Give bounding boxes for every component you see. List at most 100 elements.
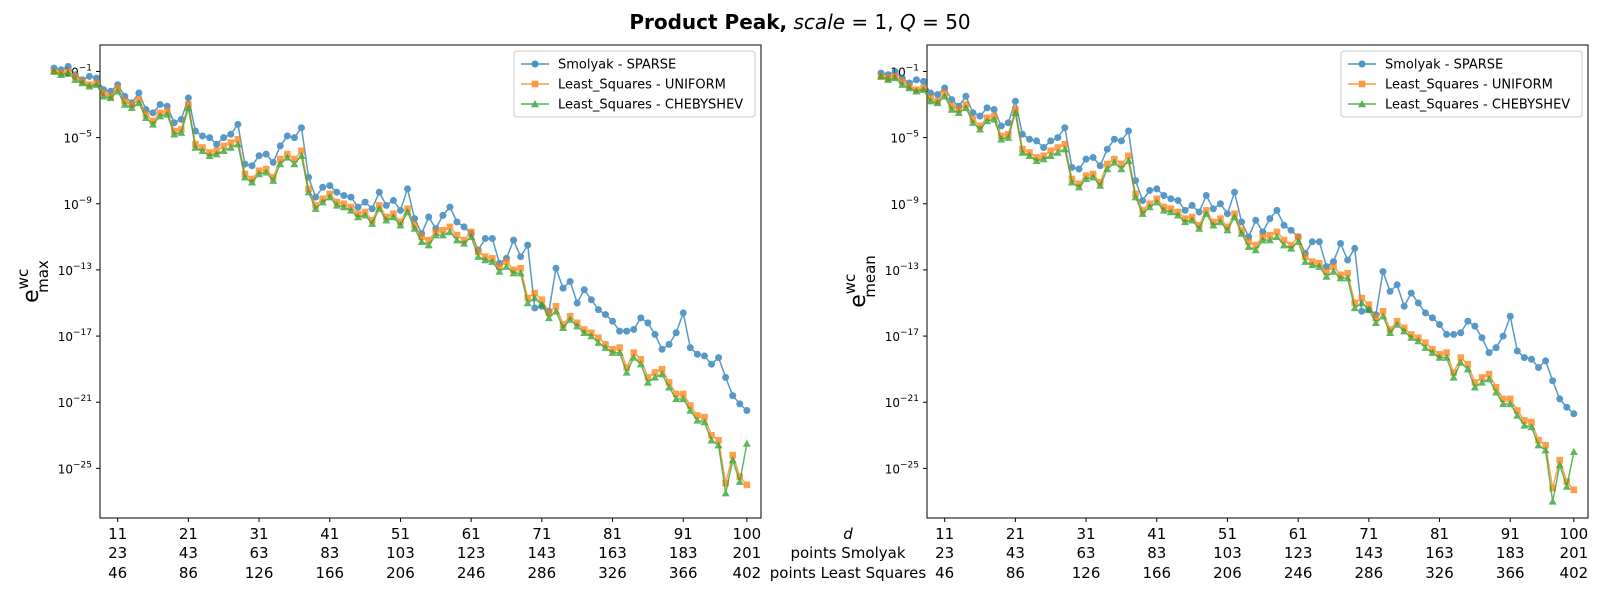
data-point [1485,370,1493,378]
legend: Smolyak - SPARSE Least_Squares - UNIFORM L… [513,50,756,118]
legend-marker [1358,80,1366,88]
y-tick-label: 10−25 [885,460,919,476]
data-point [1096,181,1105,189]
data-point [1323,268,1330,275]
data-point [311,204,320,212]
legend-label: Least_Squares - CHEBYSHEV [1385,98,1570,113]
data-point [1308,260,1317,269]
data-point [368,205,376,213]
legend-entry-smolyak [1348,60,1376,68]
data-point [573,299,581,307]
data-point [1287,244,1296,252]
x-tick-label-smolyak: 183 [669,544,698,562]
data-point [503,258,510,265]
data-point [1386,328,1395,336]
data-point [1082,155,1090,163]
data-point [361,211,370,219]
data-point [234,135,242,143]
data-point [1357,299,1366,307]
x-row-labels: d points Smolyak points Least Squares [770,525,927,582]
data-point [1421,309,1429,317]
data-point [1499,395,1507,403]
data-point [1436,321,1444,328]
data-point [1060,145,1069,153]
data-point [1386,287,1394,295]
data-point [1273,206,1281,214]
data-point [997,135,1006,143]
data-point [1054,144,1062,151]
data-point [742,439,751,447]
data-point [149,120,158,128]
data-point [1407,333,1416,341]
x-tick-label-d: 51 [1218,525,1237,543]
data-point [1563,478,1571,485]
data-point [524,294,532,302]
data-point [1124,156,1133,164]
data-point [1011,97,1019,105]
data-point [743,481,751,489]
data-point [120,100,129,108]
data-point [312,193,320,201]
data-point [608,348,617,356]
data-point [1407,289,1415,297]
data-point [729,392,737,400]
data-point [460,223,468,231]
data-point [1457,354,1465,361]
data-point [1457,329,1465,337]
x-tick-label-d: 71 [1359,525,1378,543]
data-point [954,108,963,117]
data-point [538,296,546,303]
data-point [99,92,108,100]
data-point [1131,193,1140,201]
data-point [665,383,674,391]
data-point [1061,140,1069,148]
data-point [1138,209,1147,217]
data-point [389,196,397,204]
x-tick-label-smolyak: 63 [1077,544,1096,562]
y-tick-label: 10−17 [885,328,919,344]
data-point [1216,217,1225,226]
data-point [453,236,462,244]
data-point [615,348,624,356]
data-point [1125,152,1132,160]
data-point [1089,153,1097,161]
data-point [729,451,737,459]
data-point [715,354,723,362]
data-point [184,103,193,112]
data-point [531,289,539,297]
data-point [587,332,596,340]
data-point [297,124,305,132]
data-point [255,170,264,178]
data-point [566,278,574,285]
data-point [630,349,638,356]
data-point [417,237,426,246]
data-point [191,143,200,151]
data-point [276,155,284,163]
data-point [580,286,588,294]
data-point [1089,173,1098,181]
data-point [658,345,666,353]
data-point [127,103,136,112]
data-point [1103,145,1111,153]
x-tick-label-ls: 286 [1355,564,1384,582]
data-point [616,344,623,351]
data-point [135,89,143,97]
data-point [1103,165,1112,173]
data-point [1145,203,1154,211]
data-point [1110,135,1118,143]
data-point [1110,158,1119,166]
data-point [1047,137,1055,145]
data-point [1033,137,1041,145]
x-tick-label-ls: 246 [457,564,486,582]
data-point [403,208,412,216]
data-point [721,489,730,497]
data-point [1400,302,1408,310]
data-point [523,299,532,307]
x-tick-label-smolyak: 83 [320,544,339,562]
x-tick-label-smolyak: 63 [250,544,269,562]
data-point [559,284,567,292]
y-tick-label: 10−25 [58,460,92,476]
legend: Smolyak - SPARSE Least_Squares - UNIFORM L… [1340,50,1583,118]
data-point [510,236,518,244]
data-point [1514,407,1521,414]
